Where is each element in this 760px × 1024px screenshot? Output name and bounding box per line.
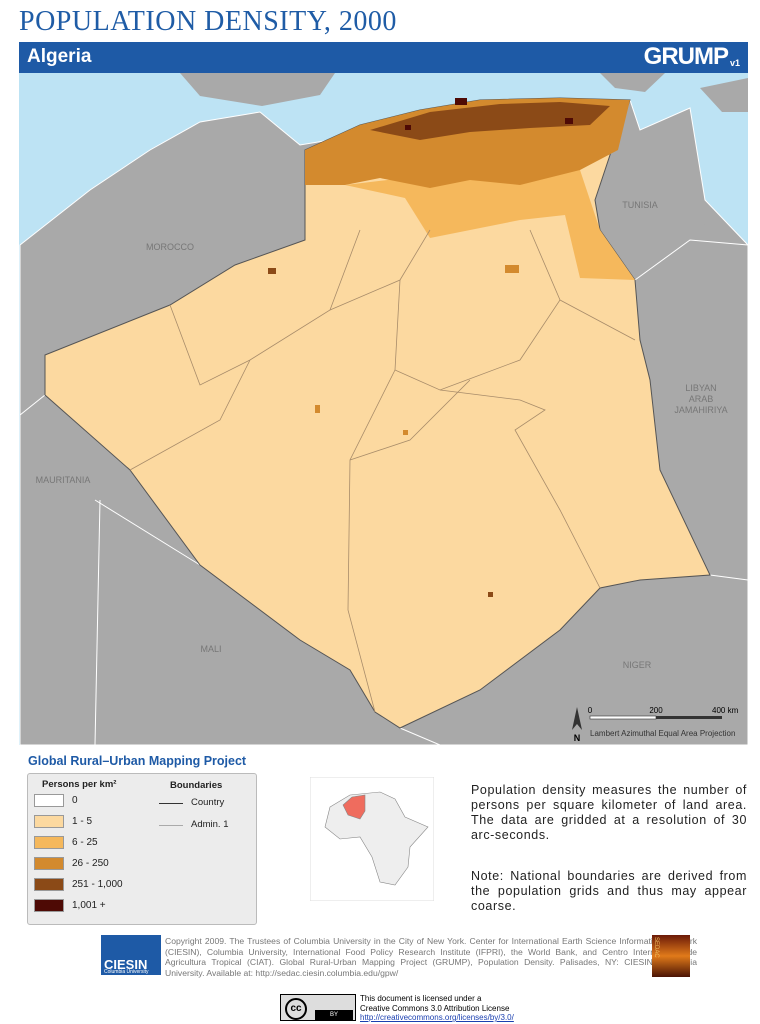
boundary-label: Admin. 1	[191, 819, 229, 830]
country-label: MALI	[200, 644, 221, 654]
license-link[interactable]: http://creativecommons.org/licenses/by/3…	[360, 1013, 514, 1022]
map: MOROCCO TUNISIA LIBYAN ARAB JAMAHIRIYA M…	[19, 73, 748, 745]
scale-label: 400 km	[712, 706, 739, 715]
legend-label: 26 - 250	[72, 858, 109, 869]
cc-badge: cc BY	[280, 994, 356, 1021]
country-label: TUNISIA	[622, 200, 658, 210]
boundary-label: Country	[191, 797, 225, 808]
license: This document is licensed under a Creati…	[360, 994, 514, 1023]
country-label: MOROCCO	[146, 242, 194, 252]
license-line: Creative Commons 3.0 Attribution License	[360, 1003, 510, 1013]
ciesin-text: CIESIN	[104, 957, 148, 972]
license-line: This document is licensed under a	[360, 994, 482, 1003]
north-arrow	[572, 707, 582, 730]
copyright: Copyright 2009. The Trustees of Columbia…	[165, 936, 697, 978]
scale-label: 200	[649, 706, 663, 715]
north-label: N	[574, 733, 581, 743]
country-label: NIGER	[623, 660, 652, 670]
logo-version: v1	[729, 58, 740, 68]
legend-swatch	[34, 878, 64, 891]
header-bar: Algeria GRUMP v1	[19, 42, 748, 73]
inset-map	[310, 777, 434, 901]
country-label: LIBYAN	[685, 383, 716, 393]
sedac-text: SEDAC	[653, 937, 659, 958]
country-label: MAURITANIA	[36, 475, 91, 485]
logo: GRUMP	[643, 43, 729, 70]
legend-label: 6 - 25	[72, 837, 98, 848]
projection: Lambert Azimuthal Equal Area Projection	[590, 729, 735, 738]
legend-swatch	[34, 815, 64, 828]
country-label: JAMAHIRIYA	[674, 405, 727, 415]
legend-swatch	[34, 794, 64, 807]
legend-label: 0	[72, 795, 78, 806]
legend-title: Global Rural–Urban Mapping Project	[28, 754, 247, 768]
sedac-logo: SEDAC	[652, 935, 690, 977]
title: POPULATION DENSITY, 2000	[19, 6, 397, 37]
country-name: Algeria	[27, 46, 92, 67]
legend-swatch	[34, 836, 64, 849]
cc-icon: cc	[285, 998, 307, 1020]
country-label: ARAB	[689, 394, 714, 404]
legend-heading: Persons per km²	[42, 779, 117, 790]
ciesin-sub: Columbia University	[104, 969, 149, 975]
legend-label: 1 - 5	[72, 816, 93, 827]
scale-label: 0	[588, 706, 593, 715]
legend-swatch	[34, 857, 64, 870]
legend: Persons per km² Boundaries 0 1 - 5 6 - 25 2…	[27, 773, 257, 925]
legend-label: 1,001 +	[72, 900, 106, 911]
description: Population density measures the number o…	[471, 783, 747, 842]
legend-heading: Boundaries	[170, 780, 223, 791]
note: Note: National boundaries are derived fr…	[471, 869, 747, 913]
ciesin-logo: CIESIN Columbia University	[101, 935, 161, 975]
legend-label: 251 - 1,000	[72, 879, 123, 890]
by-icon: BY	[315, 1010, 353, 1020]
legend-swatch	[34, 899, 64, 912]
